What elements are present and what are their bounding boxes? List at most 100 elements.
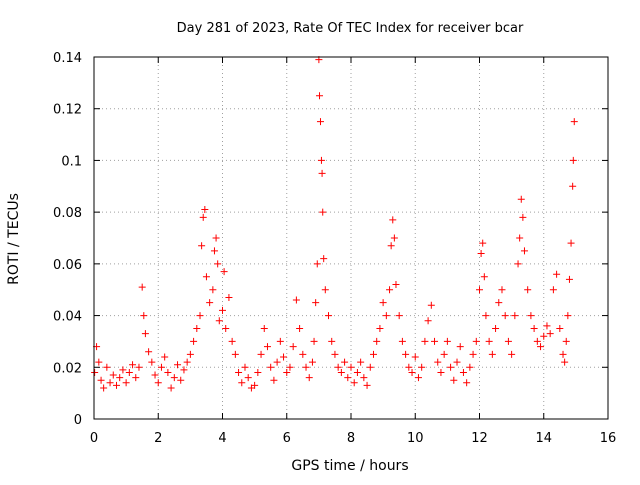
y-tick-label: 0.08 <box>53 206 82 221</box>
data-point <box>337 368 345 376</box>
data-point <box>141 330 149 338</box>
data-point <box>488 350 496 358</box>
data-point <box>270 376 278 384</box>
data-point <box>418 363 426 371</box>
data-point <box>267 363 275 371</box>
data-point <box>106 379 114 387</box>
data-point <box>325 312 333 320</box>
data-point <box>251 381 259 389</box>
data-point <box>567 239 575 247</box>
data-point <box>511 312 519 320</box>
x-tick-label: 10 <box>407 431 424 446</box>
data-point <box>140 312 148 320</box>
data-point <box>154 379 162 387</box>
data-point <box>174 361 182 369</box>
data-point <box>408 368 416 376</box>
data-point <box>504 337 512 345</box>
data-point <box>543 322 551 330</box>
data-point <box>501 312 509 320</box>
data-point <box>382 312 390 320</box>
data-point <box>431 337 439 345</box>
data-point <box>331 350 339 358</box>
data-point <box>456 343 464 351</box>
data-point <box>569 182 577 190</box>
data-point <box>183 358 191 366</box>
data-point <box>447 363 455 371</box>
data-point <box>524 286 532 294</box>
x-tick-label: 8 <box>347 431 355 446</box>
data-point <box>533 337 541 345</box>
data-point <box>148 358 156 366</box>
data-point <box>482 312 490 320</box>
data-point <box>480 273 488 281</box>
data-point <box>206 299 214 307</box>
x-axis-label: GPS time / hours <box>291 458 408 474</box>
data-point <box>186 350 194 358</box>
data-point <box>516 234 524 242</box>
data-point <box>366 363 374 371</box>
data-point <box>157 363 165 371</box>
data-point <box>463 379 471 387</box>
x-tick-label: 14 <box>535 431 552 446</box>
data-point <box>193 325 201 332</box>
data-point <box>485 337 493 345</box>
data-point <box>112 381 120 389</box>
data-point <box>296 325 304 332</box>
data-point <box>257 350 265 358</box>
data-point <box>180 366 188 374</box>
data-point <box>220 268 228 276</box>
data-point <box>440 350 448 358</box>
data-point <box>286 363 294 371</box>
x-tick-label: 4 <box>218 431 226 446</box>
data-point <box>283 368 291 376</box>
data-point <box>177 376 185 384</box>
data-point <box>228 337 236 345</box>
data-point <box>390 234 398 242</box>
data-point <box>129 361 137 369</box>
data-point <box>549 286 557 294</box>
data-point <box>308 358 316 366</box>
data-point <box>241 363 249 371</box>
data-point <box>414 374 422 382</box>
data-point <box>310 337 318 345</box>
data-point <box>219 306 226 314</box>
data-point <box>289 343 297 351</box>
data-point <box>215 317 223 325</box>
y-tick-label: 0.12 <box>53 103 82 118</box>
data-point <box>116 374 124 382</box>
data-point <box>299 350 307 358</box>
data-point <box>379 299 387 307</box>
data-point <box>198 242 206 250</box>
data-point <box>498 286 506 294</box>
tick-labels: 0 2 4 6 8 10 12 14 16 0 0.02 0.04 0.06 0.08 0.1 0.12 0.1… <box>53 51 616 446</box>
data-point <box>334 363 342 371</box>
tick-marks <box>93 56 609 420</box>
data-point <box>312 299 320 307</box>
x-tick-label: 12 <box>471 431 488 446</box>
data-point <box>214 260 222 268</box>
data-point <box>495 299 503 307</box>
data-point <box>313 260 321 268</box>
data-point <box>238 379 246 387</box>
data-point <box>225 293 233 301</box>
y-axis-label: ROTI / TECUs <box>6 193 22 285</box>
data-point <box>392 281 400 289</box>
data-point <box>321 286 329 294</box>
chart-title: Day 281 of 2023, Rate Of TEC Index for r… <box>177 21 524 36</box>
data-point <box>508 350 516 358</box>
data-point <box>398 337 406 345</box>
data-point <box>319 208 327 216</box>
data-point <box>477 250 485 258</box>
y-tick-label: 0.14 <box>53 51 82 66</box>
data-point <box>546 330 554 338</box>
data-point <box>100 384 108 392</box>
data-point <box>376 325 384 332</box>
data-point <box>453 358 461 366</box>
data-point <box>402 350 410 358</box>
data-point <box>125 368 133 376</box>
data-point <box>97 376 105 384</box>
data-point <box>167 384 175 392</box>
data-point <box>357 358 365 366</box>
data-point <box>209 286 217 294</box>
